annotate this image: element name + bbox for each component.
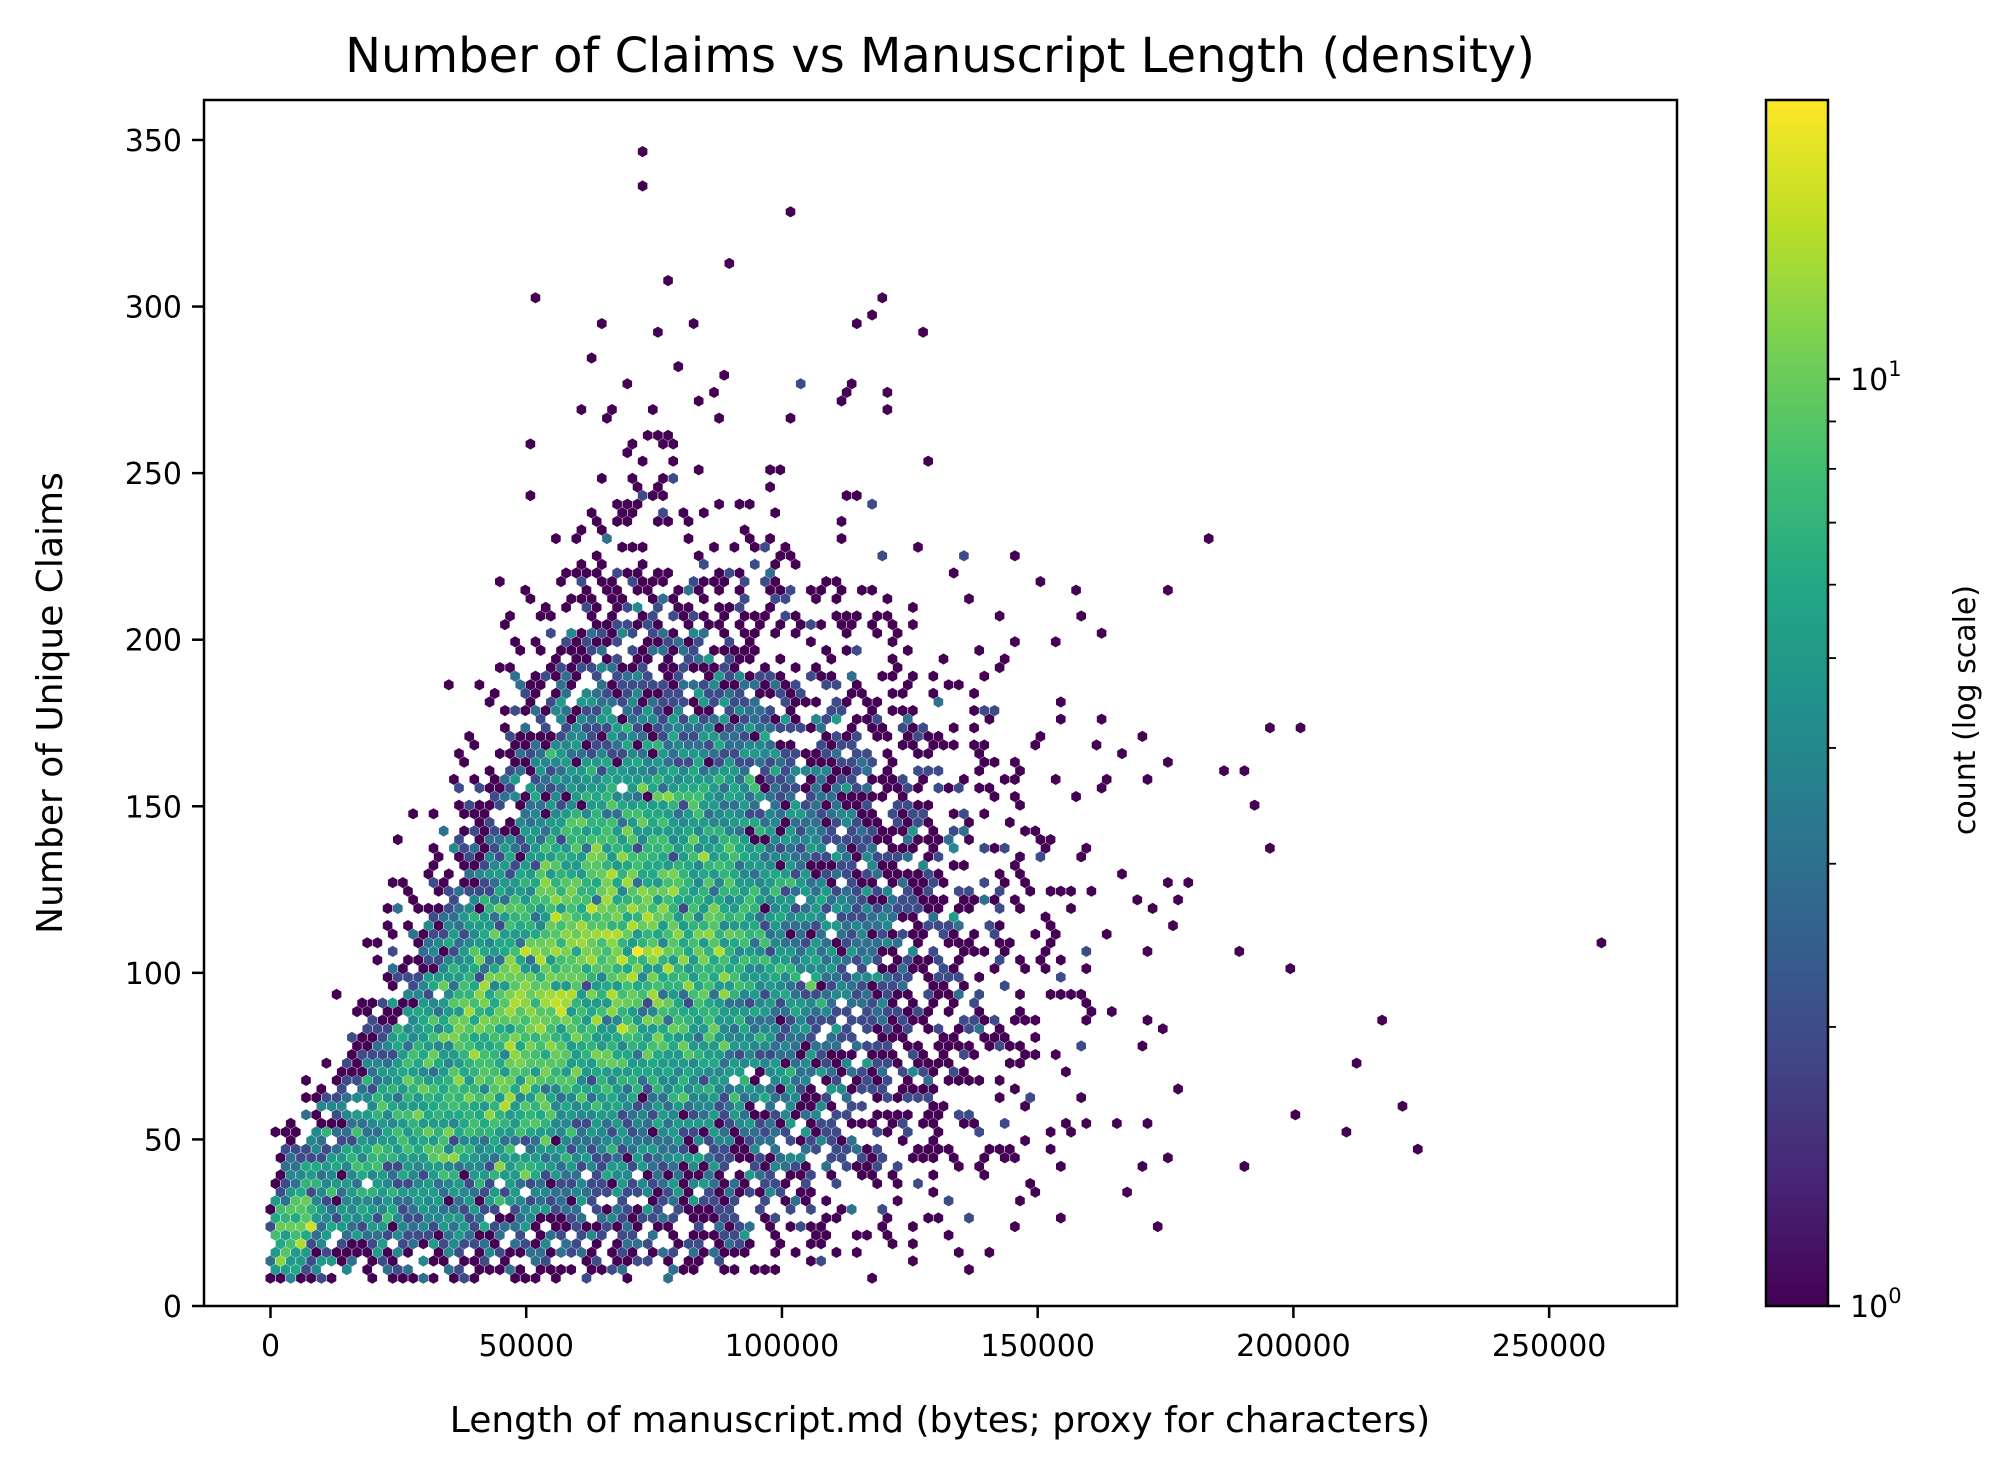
y-axis-ticks: 0 50 100 150 200 250 300 350 bbox=[125, 124, 204, 1325]
y-tick-label: 100 bbox=[125, 957, 182, 992]
y-tick-label: 0 bbox=[163, 1290, 182, 1325]
colorbar-tick-label: 100 bbox=[1850, 1284, 1902, 1325]
x-tick-label: 150000 bbox=[980, 1329, 1095, 1364]
y-tick-label: 200 bbox=[125, 624, 182, 659]
x-axis-ticks: 0 50000 100000 150000 200000 250000 bbox=[261, 1306, 1606, 1364]
colorbar: 100 101 count (log scale) bbox=[1764, 98, 1983, 1325]
y-tick-label: 300 bbox=[125, 291, 182, 326]
y-tick-label: 150 bbox=[125, 790, 182, 825]
colorbar-gradient bbox=[1764, 98, 1830, 1308]
x-tick-label: 0 bbox=[261, 1329, 280, 1364]
colorbar-label: count (log scale) bbox=[1948, 585, 1983, 835]
x-axis-label: Length of manuscript.md (bytes; proxy fo… bbox=[450, 1400, 1430, 1441]
x-tick-label: 200000 bbox=[1236, 1329, 1351, 1364]
x-tick-label: 50000 bbox=[479, 1329, 574, 1364]
chart-title: Number of Claims vs Manuscript Length (d… bbox=[345, 28, 1535, 84]
x-tick-label: 100000 bbox=[725, 1329, 840, 1364]
plot-frame bbox=[202, 98, 1679, 1308]
hexbin-points bbox=[265, 146, 1607, 1284]
y-tick-label: 350 bbox=[125, 124, 182, 159]
x-tick-label: 250000 bbox=[1492, 1329, 1607, 1364]
colorbar-ticks: 100 101 bbox=[1828, 357, 1902, 1325]
colorbar-tick-label: 101 bbox=[1850, 357, 1902, 398]
y-tick-label: 250 bbox=[125, 457, 182, 492]
y-axis-label: Number of Unique Claims bbox=[30, 472, 71, 934]
y-tick-label: 50 bbox=[144, 1123, 182, 1158]
plot-area bbox=[265, 146, 1607, 1284]
